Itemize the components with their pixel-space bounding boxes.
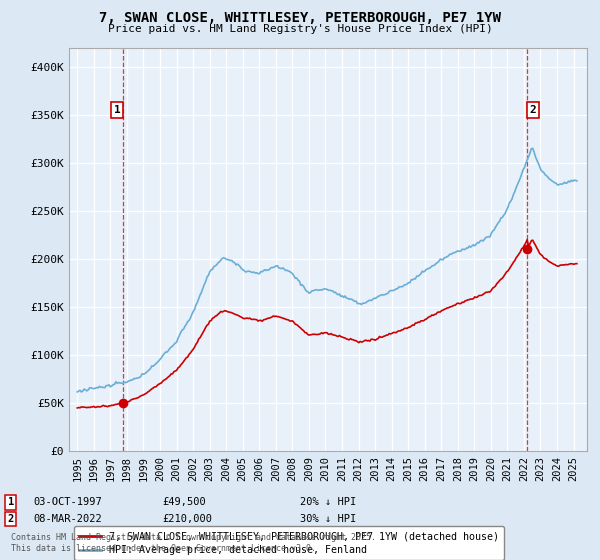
- Text: 2: 2: [8, 514, 14, 524]
- Text: 20% ↓ HPI: 20% ↓ HPI: [300, 497, 356, 507]
- Text: 03-OCT-1997: 03-OCT-1997: [33, 497, 102, 507]
- Text: Contains HM Land Registry data © Crown copyright and database right 2025.
This d: Contains HM Land Registry data © Crown c…: [11, 533, 376, 553]
- Text: 1: 1: [113, 105, 121, 115]
- Text: £49,500: £49,500: [162, 497, 206, 507]
- Text: 1: 1: [8, 497, 14, 507]
- Legend: 7, SWAN CLOSE, WHITTLESEY, PETERBOROUGH, PE7 1YW (detached house), HPI: Average : 7, SWAN CLOSE, WHITTLESEY, PETERBOROUGH,…: [74, 526, 504, 560]
- Text: 2: 2: [530, 105, 536, 115]
- Text: Price paid vs. HM Land Registry's House Price Index (HPI): Price paid vs. HM Land Registry's House …: [107, 24, 493, 34]
- Text: 08-MAR-2022: 08-MAR-2022: [33, 514, 102, 524]
- Text: £210,000: £210,000: [162, 514, 212, 524]
- Text: 7, SWAN CLOSE, WHITTLESEY, PETERBOROUGH, PE7 1YW: 7, SWAN CLOSE, WHITTLESEY, PETERBOROUGH,…: [99, 11, 501, 25]
- Text: 30% ↓ HPI: 30% ↓ HPI: [300, 514, 356, 524]
